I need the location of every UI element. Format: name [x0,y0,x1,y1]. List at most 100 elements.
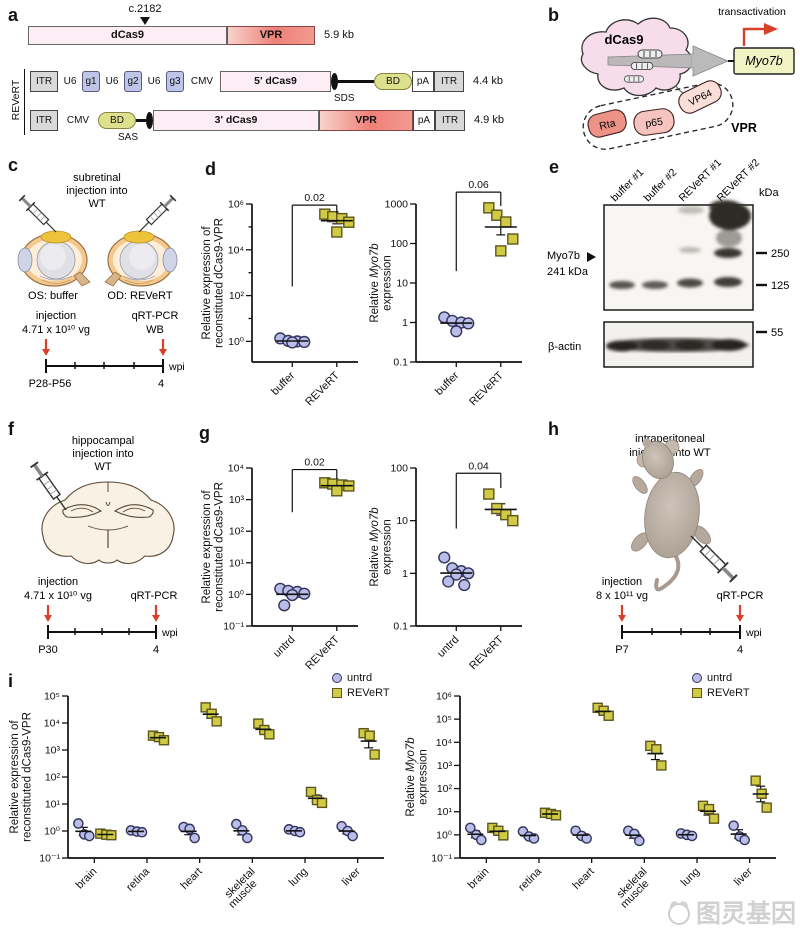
data-point-revert [761,802,772,813]
data-point-untrd [189,832,200,844]
legend-revert-label: REVeRT [707,687,750,699]
panel-c-title-line3: WT [88,198,105,210]
panel-b-diagram: dCas9 Myo7b transactivation Rta p65 VP64… [580,6,795,150]
data-point-untrd [298,335,311,349]
svg-text:1: 1 [402,568,408,580]
data-point-revert [603,710,614,721]
svg-text:10¹: 10¹ [229,557,245,569]
u6-promoter-segment: U6 [142,71,166,92]
revert-side-label: REVeRT [10,79,22,121]
svg-text:0.1: 0.1 [393,621,408,633]
data-point-revert [364,730,375,741]
size-label: 4.9 kb [474,114,504,126]
timeline [47,625,157,639]
category-label: retina [124,865,153,894]
svg-text:p65: p65 [645,116,664,130]
category-label: brain [466,866,492,892]
data-point-revert [550,810,562,821]
data-point-untrd [634,835,645,847]
panel-h-diagram: intraperitoneal injection into WT inject… [596,433,763,656]
svg-text:10⁰: 10⁰ [228,336,244,348]
panel-c-title-line1: subretinal [73,172,121,184]
p-value-label: 0.02 [304,457,325,469]
svg-text:10: 10 [396,515,408,527]
os-label: OS: buffer [28,290,78,302]
size-label: 5.9 kb [324,29,354,41]
panel-label-f: f [8,419,14,439]
panel-c-title-line2: injection into [66,185,127,197]
itr-segment: ITR [30,71,58,92]
data-point-untrd [458,578,471,592]
y-axis-label: Relative expression of [201,490,213,604]
dcas9-label: dCas9 [604,32,643,47]
dose-label: 8 x 10¹¹ vg [596,590,648,602]
data-point-revert [656,760,667,771]
svg-text:1: 1 [402,317,408,329]
y-axis-label: reconstituted dCas9-VPR [214,218,226,348]
svg-text:Rta: Rta [598,117,617,133]
svg-text:10⁶: 10⁶ [228,199,244,211]
polya-segment: pA [413,110,435,131]
panel-label-c: c [8,155,19,175]
svg-text:10¹: 10¹ [437,806,453,818]
legend-revert-label: REVeRT [347,687,390,699]
g_right-plot: 0.1 1 10 100 untrd REVeRT 0.04 Relative Myo7b ex… [369,460,522,672]
t1-label: 4 [158,378,164,390]
svg-text:10⁴: 10⁴ [228,244,244,256]
data-point-revert [253,718,264,729]
data-point-revert [651,744,662,755]
data-point-revert [211,716,222,727]
data-point-untrd [294,826,306,838]
panel-e-blot: buffer #1 buffer #2 REVeRT #1 REVeRT #2 … [547,157,789,368]
data-point-untrd [438,551,451,564]
svg-text:10⁻¹: 10⁻¹ [223,621,244,633]
data-point-revert [507,233,519,245]
svg-text:10⁻¹: 10⁻¹ [39,853,60,865]
kda-label: kDa [759,187,779,199]
data-point-untrd [442,575,455,588]
data-point-untrd [73,818,84,829]
mouse-icon [631,438,711,592]
y-axis-label: Relative Myo7b [369,243,381,323]
chart-dcas9-expression-brain: 10⁻¹ 10⁰ 10¹ 10² 10³ 10⁴ untrd REVeRT 0.02 Relati… [198,420,368,687]
category-label: lung [679,866,702,889]
svg-text:10²: 10² [45,772,61,784]
marker-55: 55 [771,327,783,339]
syringe-icon [684,529,740,585]
data-point-untrd [286,336,299,349]
svg-text:10²: 10² [229,290,245,302]
axis-unit-label: wpi [161,627,178,639]
data-point-revert [483,202,495,214]
y-axis-label: expression [418,749,430,805]
data-point-untrd [231,818,242,830]
category-label: liver [732,865,755,888]
timepoint-arrow-icon [42,603,54,624]
timepoint-arrow-icon [40,337,52,358]
data-point-revert [500,216,512,228]
assay-label: qRT-PCR [132,310,179,322]
g_left-plot: 10⁻¹ 10⁰ 10¹ 10² 10³ 10⁴ untrd REVeRT 0.02 Relati… [201,457,358,672]
vp64-blob: VP64 [678,80,722,114]
timepoint-arrow-icon [150,603,162,624]
category-label: buffer [433,369,461,397]
y-axis-label: Relative expression of [9,720,21,834]
watermark: 图灵基因 [664,894,796,930]
targeting-arrow-icon [607,45,730,77]
left-eye-icon [17,230,91,287]
panel-label-b: b [548,5,559,25]
sds-label: SDS [334,93,355,104]
category-label: untrd [435,634,461,660]
watermark-text: 图灵基因 [695,900,796,928]
itr-segment: ITR [30,110,58,131]
category-label: brain [74,866,100,892]
dose-label: 4.71 x 10¹⁰ vg [24,590,92,602]
svg-text:1000: 1000 [385,199,409,211]
construct-revert-3prime: ITR CMV BD 3' dCas9 VPR pA ITR 4.9 kb [30,110,504,131]
cmv-promoter-segment: CMV [184,71,220,92]
svg-text:10⁰: 10⁰ [436,829,452,841]
syringe-icon [133,193,178,238]
data-point-untrd [581,833,592,844]
polya-segment: pA [412,71,434,92]
category-label: REVeRT [467,633,506,672]
guide1-segment: g1 [82,71,100,92]
